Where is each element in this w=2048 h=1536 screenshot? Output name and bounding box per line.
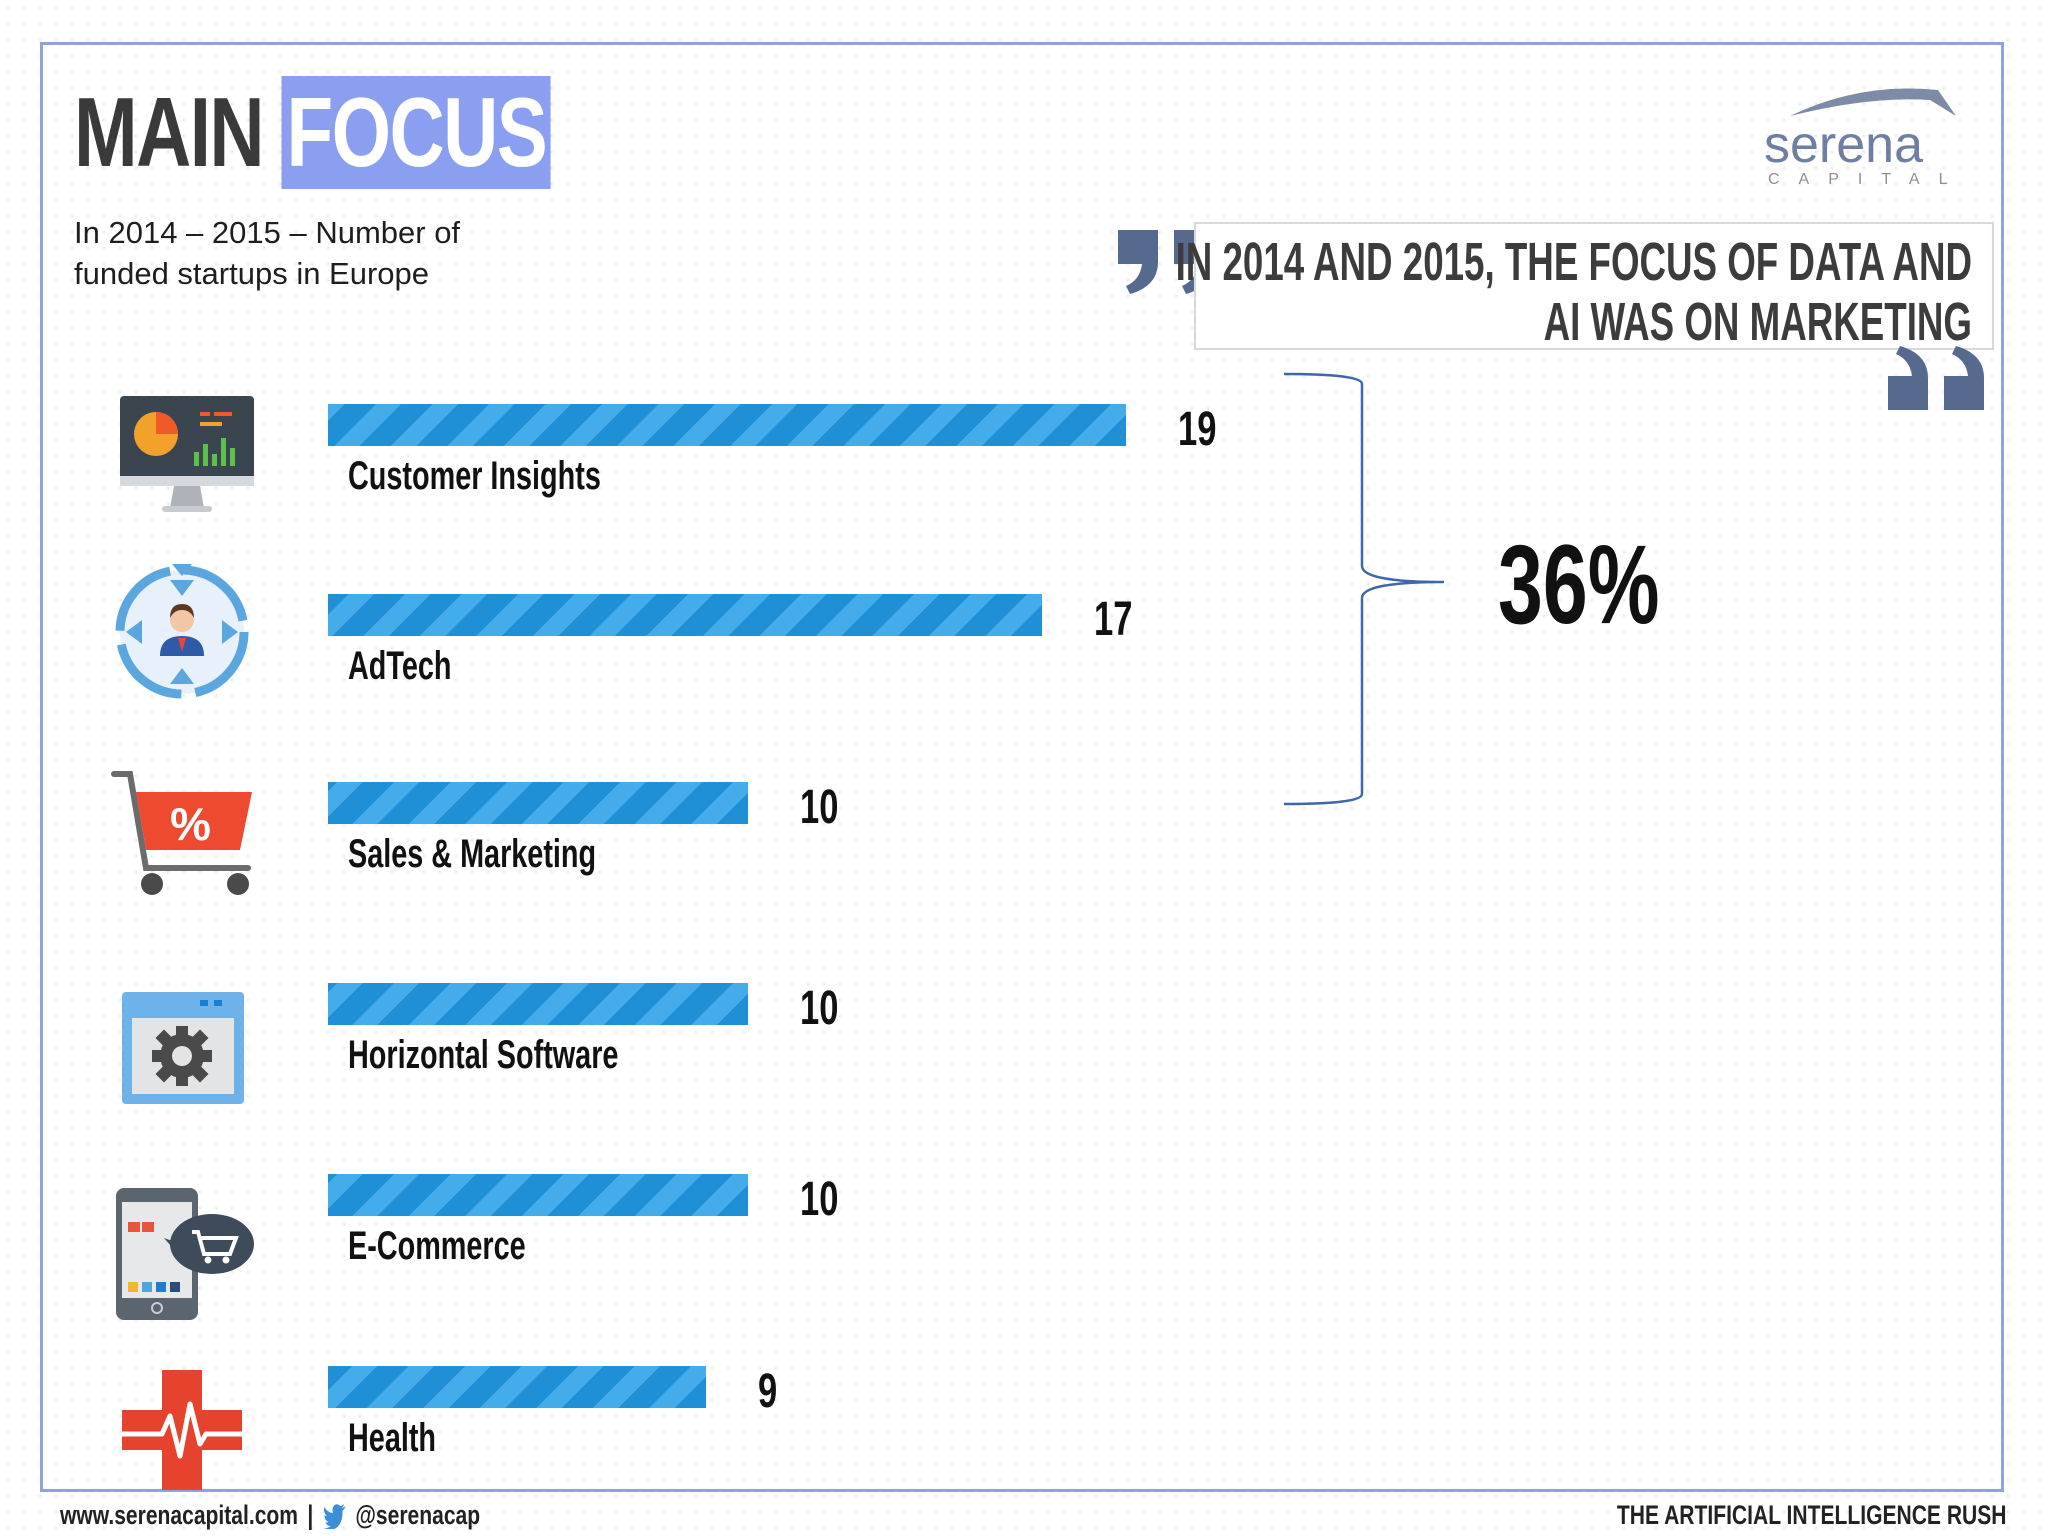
mobile-shopping-icon: [112, 1184, 262, 1334]
summary-percent: 36%: [1498, 522, 1660, 647]
group-bracket: [1283, 372, 1445, 806]
bar-value-2: 17: [1094, 593, 1133, 646]
medical-cross-icon: [118, 1364, 268, 1514]
bar-label-3: Sales & Marketing: [348, 832, 597, 876]
quote-text: IN 2014 AND 2015, THE FOCUS OF DATA AND …: [1156, 232, 1972, 352]
footer-separator: |: [307, 1500, 314, 1530]
twitter-handle[interactable]: @serenacap: [355, 1500, 481, 1530]
bar-6: [328, 1366, 706, 1408]
bar-label-1: Customer Insights: [348, 454, 601, 498]
close-quote-icon: [1888, 346, 1984, 410]
website-link[interactable]: www.serenacapital.com: [60, 1500, 298, 1530]
twitter-icon[interactable]: [323, 1503, 346, 1529]
title-highlight: FOCUS: [281, 75, 551, 189]
bar-label-5: E-Commerce: [348, 1224, 526, 1268]
page-subtitle: In 2014 – 2015 – Number of funded startu…: [74, 215, 461, 291]
dashboard-monitor-icon: [112, 392, 262, 542]
bar-label-6: Health: [348, 1416, 437, 1460]
quote-box: IN 2014 AND 2015, THE FOCUS OF DATA AND …: [1176, 222, 1994, 352]
footer-links: www.serenacapital.com | @serenacap: [60, 1500, 480, 1531]
bar-1: [328, 404, 1126, 446]
quote-line-2: AI WAS ON MARKETING: [1543, 292, 1972, 352]
bar-4: [328, 983, 748, 1025]
settings-window-icon: [118, 988, 268, 1138]
bar-2: [328, 594, 1042, 636]
bar-label-4: Horizontal Software: [348, 1033, 619, 1077]
svg-text:%: %: [170, 798, 211, 850]
bar-value-5: 10: [800, 1173, 839, 1226]
logo-subtext: CAPITAL: [1768, 171, 1967, 186]
quote-line-1: IN 2014 AND 2015, THE FOCUS OF DATA AND: [1175, 232, 1972, 292]
serena-capital-logo: serena CAPITAL: [1760, 76, 1970, 188]
bar-value-1: 19: [1178, 403, 1217, 456]
page-title: MAIN FOCUS: [74, 74, 551, 190]
bar-value-3: 10: [800, 781, 839, 834]
shopping-cart-percent-icon: %: [108, 764, 258, 914]
footer-report-title: THE ARTIFICIAL INTELLIGENCE RUSH: [1616, 1500, 2006, 1530]
logo-wordmark: serena: [1764, 116, 1923, 174]
bar-label-2: AdTech: [348, 644, 452, 688]
bar-value-4: 10: [800, 982, 839, 1035]
title-main: MAIN: [74, 76, 265, 187]
slide-frame: [40, 42, 2004, 1492]
targeting-person-icon: [112, 560, 262, 710]
bar-value-6: 9: [758, 1365, 778, 1418]
bar-5: [328, 1174, 748, 1216]
bar-3: [328, 782, 748, 824]
